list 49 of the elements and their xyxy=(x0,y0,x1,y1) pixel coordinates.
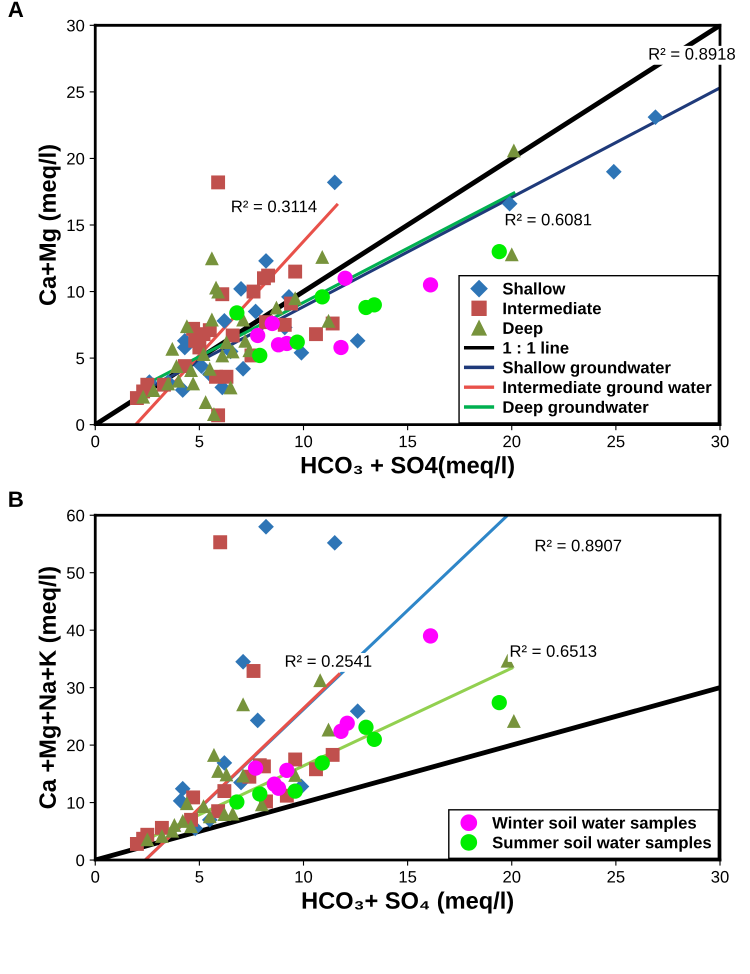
chart-title: B xyxy=(9,492,23,507)
x-tick-label: 20 xyxy=(503,436,520,448)
y-tick-label: 60 xyxy=(67,510,84,522)
annotation: R² = 0.8907 xyxy=(536,540,622,552)
legend-label: Summer soil water samples xyxy=(492,836,711,852)
x-tick-label: 20 xyxy=(503,870,520,883)
x-axis-title: HCO₃+ SO₄ (meq/l) xyxy=(302,892,513,914)
legend-label: Shallow groundwater xyxy=(502,361,671,377)
y-tick-label: 10 xyxy=(68,286,84,298)
x-tick-label: 15 xyxy=(400,436,416,448)
legend-label: Winter soil water samples xyxy=(492,816,696,832)
y-tick-label: 5 xyxy=(76,352,84,364)
y-tick-label: 15 xyxy=(68,220,84,232)
annotation: R² = 0.8918 xyxy=(650,48,735,60)
x-tick-label: 10 xyxy=(296,436,312,448)
chart-title: A xyxy=(8,2,24,17)
x-tick-label: 30 xyxy=(711,870,729,883)
y-tick-label: 30 xyxy=(66,20,84,32)
y-axis-title: Ca +Mg+Na+K (meq/l) xyxy=(38,567,61,808)
y-tick-label: 0 xyxy=(76,854,84,866)
annotation: R² = 0.3114 xyxy=(232,200,317,212)
x-axis-title: HCO₃ + SO4(meq/l) xyxy=(302,456,514,478)
x-tick-label: 10 xyxy=(296,870,312,883)
legend-label: Deep xyxy=(504,322,542,338)
legend-label: Deep groundwater xyxy=(504,400,648,416)
legend-label: Intermediate ground water xyxy=(504,380,712,397)
legend-label: Shallow xyxy=(502,282,566,295)
annotation: R² = 0.6513 xyxy=(510,645,596,657)
y-tick-label: 50 xyxy=(66,567,84,579)
y-tick-label: 20 xyxy=(67,740,84,752)
y-tick-label: 30 xyxy=(66,682,84,694)
legend-label: Intermediate xyxy=(504,302,601,314)
y-tick-label: 40 xyxy=(66,624,84,636)
y-tick-label: 0 xyxy=(76,419,84,431)
x-tick-label: 30 xyxy=(711,436,729,448)
y-tick-label: 10 xyxy=(68,796,84,809)
y-tick-label: 20 xyxy=(67,152,84,165)
legend-label: 1 : 1 line xyxy=(503,341,569,354)
y-axis-title: Ca+Mg (meq/l) xyxy=(38,145,61,306)
y-tick-label: 25 xyxy=(67,86,84,98)
x-tick-label: 25 xyxy=(607,870,624,883)
x-tick-label: 0 xyxy=(91,436,100,448)
x-tick-label: 25 xyxy=(607,436,624,448)
x-tick-label: 5 xyxy=(195,871,204,883)
x-tick-label: 0 xyxy=(91,870,100,883)
x-tick-label: 5 xyxy=(195,436,204,448)
annotation: R² = 0.2541 xyxy=(286,655,372,667)
annotation: R² = 0.6081 xyxy=(506,214,592,226)
x-tick-label: 15 xyxy=(400,871,416,883)
